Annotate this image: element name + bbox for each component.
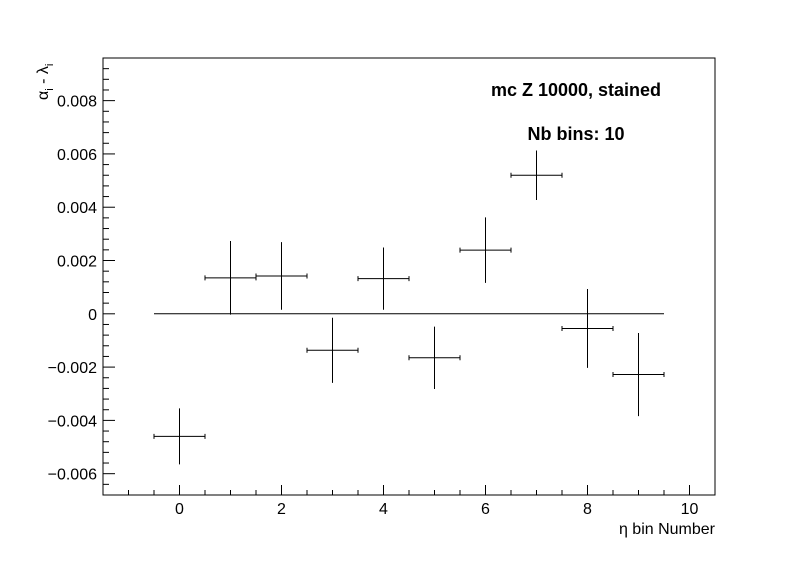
y-tick-label: −0.004 [48, 413, 97, 430]
x-tick-label: 6 [481, 501, 490, 518]
y-tick-label: 0.002 [57, 254, 97, 271]
data-point [510, 150, 563, 201]
data-point [153, 408, 206, 465]
y-tick-labels: −0.006 −0.004 −0.002 0 0.002 0.004 0.006 0.008 [48, 94, 97, 484]
y-axis-title-sub-1: i [44, 88, 56, 90]
annotation-sample: mc Z 10000, stained [491, 80, 661, 100]
data-point [255, 242, 308, 310]
data-point [306, 317, 359, 383]
y-axis-title-alpha: α [35, 91, 52, 100]
y-tick-label: 0.004 [57, 200, 97, 217]
x-tick-label: 2 [277, 501, 286, 518]
data-point [561, 289, 614, 368]
y-axis-title-lambda: - λ [35, 66, 52, 88]
y-tick-label: −0.002 [48, 360, 97, 377]
annotation-nbins: Nb bins: 10 [527, 124, 624, 144]
y-tick-label: −0.006 [48, 467, 97, 484]
y-tick-label: 0.008 [57, 94, 97, 111]
data-point [408, 326, 461, 389]
data-point [459, 217, 512, 283]
x-tick-label: 10 [681, 501, 699, 518]
x-tick-label: 8 [583, 501, 592, 518]
y-axis-title: αi - λi [35, 64, 56, 100]
y-tick-label: 0 [88, 307, 97, 324]
axis-ticks [102, 57, 716, 496]
x-tick-labels: 0 2 4 6 8 10 [175, 501, 698, 518]
data-points [153, 150, 665, 465]
x-tick-label: 0 [175, 501, 184, 518]
x-axis-title: η bin Number [619, 521, 716, 538]
data-point [612, 332, 665, 417]
y-axis-title-sub-2: i [44, 64, 56, 66]
x-tick-label: 4 [379, 501, 388, 518]
y-tick-label: 0.006 [57, 147, 97, 164]
data-point [357, 247, 410, 310]
